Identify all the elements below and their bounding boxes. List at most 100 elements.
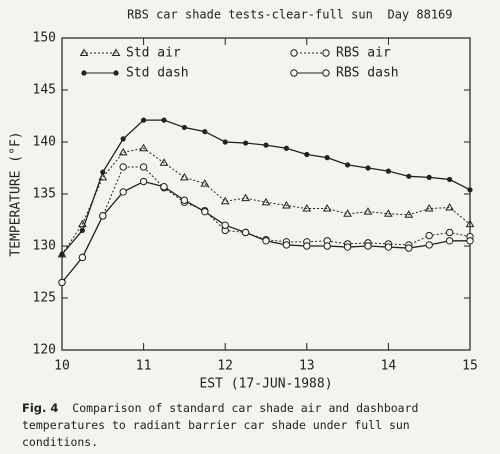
marker [119,163,127,171]
y-tick-label: 120 [33,343,56,358]
marker [302,204,312,212]
y-tick-label: 140 [33,135,56,150]
x-tick-label: 13 [299,359,315,374]
x-tick-label: 11 [136,359,152,374]
marker [161,117,167,123]
y-tick-label: 125 [33,291,56,306]
x-tick-label: 14 [381,359,397,374]
marker [365,165,371,171]
marker [445,237,454,245]
legend-marker [290,69,298,77]
marker [160,183,168,191]
marker [180,172,189,181]
marker [119,188,127,196]
legend-marker [111,48,121,56]
y-tick-label: 135 [33,187,56,202]
x-tick-label: 15 [462,359,478,374]
marker [345,162,351,168]
marker [58,278,66,287]
marker [180,196,189,204]
marker [322,204,332,212]
x-tick-label: 12 [217,359,233,374]
x-axis-label: EST (17-JUN-1988) [199,377,332,392]
marker [202,129,208,135]
series-line [61,147,471,255]
marker [181,124,187,131]
marker [141,117,147,123]
marker [425,241,433,249]
legend-marker [79,48,89,56]
y-axis-label: TEMPERATURE (°F) [9,131,24,256]
marker [425,231,433,240]
marker [282,200,291,209]
marker [405,244,413,252]
marker [262,237,270,245]
legend-marker [81,70,87,76]
legend-label: RBS dash [336,66,399,81]
caption: Fig. 4 Comparison of standard car shade … [22,400,482,451]
marker [304,151,310,158]
marker [384,243,393,251]
marker [364,242,372,250]
series-line [61,166,471,283]
marker [118,147,128,156]
marker [343,209,352,217]
marker [404,210,414,218]
marker [59,251,65,257]
legend-label: Std air [126,46,181,61]
y-tick-label: 150 [33,31,56,46]
marker [363,207,373,215]
legend-label: RBS air [336,46,391,61]
marker [100,169,106,175]
marker [426,174,432,180]
marker [201,207,209,216]
marker [241,228,250,237]
legend-label: Std dash [126,66,189,81]
marker [221,221,229,229]
marker [467,187,473,193]
marker [220,196,230,205]
marker [78,253,87,262]
marker [445,228,454,237]
marker [385,168,391,174]
marker [263,142,269,148]
marker [241,193,250,202]
caption-label: Fig. 4 [22,401,59,415]
marker [261,197,271,206]
series-line [61,180,470,283]
marker [222,139,228,145]
marker [447,176,453,183]
marker [343,243,352,251]
legend-marker [290,49,298,57]
legend-marker [322,69,330,77]
x-tick-label: 10 [54,359,70,374]
marker [323,242,331,250]
chart-title: RBS car shade tests-clear-full sun [127,8,373,22]
marker [384,209,393,217]
marker [424,204,434,212]
marker [466,237,474,245]
y-tick-label: 145 [33,83,56,98]
marker [283,145,289,151]
marker [79,227,85,233]
chart-subtitle: Day 88169 [387,8,452,22]
marker [120,136,126,142]
marker [406,173,412,179]
legend-marker [322,49,330,57]
marker [139,143,148,152]
marker [139,163,148,171]
y-tick-label: 130 [33,239,56,254]
marker [303,242,311,250]
marker [465,219,475,228]
marker [324,155,330,161]
marker [159,158,169,166]
marker [445,203,454,211]
marker [99,212,107,220]
marker [243,140,249,146]
marker [139,177,148,186]
chart: RBS car shade tests-clear-full sun Day 8… [9,8,478,392]
legend-marker [113,70,119,76]
caption-text: Comparison of standard car shade air and… [22,401,419,449]
marker [282,241,291,249]
